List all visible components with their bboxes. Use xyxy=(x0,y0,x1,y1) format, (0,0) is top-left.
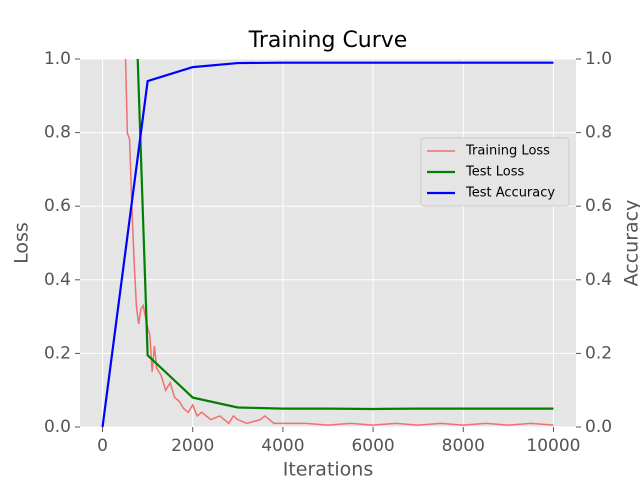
x-tick-label: 2000 xyxy=(171,436,214,456)
legend: Training Loss Test Loss Test Accuracy xyxy=(420,137,570,207)
legend-label: Test Loss xyxy=(465,165,524,180)
y2-tick-label: 0.8 xyxy=(585,123,612,143)
y-tick-label: 0.0 xyxy=(44,417,71,437)
plot-area xyxy=(80,59,576,427)
x-axis-label: Iterations xyxy=(283,459,374,480)
y-tick-label: 0.6 xyxy=(44,196,71,216)
x-tick-label: 4000 xyxy=(261,436,304,456)
x-tick-label: 6000 xyxy=(351,436,394,456)
chart-title: Training Curve xyxy=(248,28,408,53)
y-tick-label: 1.0 xyxy=(44,49,71,69)
series-line xyxy=(124,59,554,426)
y2-tick-label: 0.4 xyxy=(585,270,612,290)
legend-box xyxy=(420,137,570,207)
y2-tick-label: 0.2 xyxy=(585,343,612,363)
series-line xyxy=(101,61,554,427)
y-tick-label: 0.8 xyxy=(44,123,71,143)
legend-label: Test Accuracy xyxy=(465,186,555,201)
x-tick-label: 10000 xyxy=(526,436,580,456)
y2-tick-label: 0.0 xyxy=(585,417,612,437)
y2-tick-label: 1.0 xyxy=(585,49,612,69)
y2-axis-label: Accuracy xyxy=(621,200,640,287)
series-line xyxy=(136,59,554,411)
y-tick-label: 0.2 xyxy=(44,343,71,363)
y-tick-label: 0.4 xyxy=(44,270,71,290)
y2-tick-label: 0.6 xyxy=(585,196,612,216)
x-tick-label: 0 xyxy=(97,436,108,456)
x-tick-label: 8000 xyxy=(442,436,485,456)
y-axis-label: Loss xyxy=(11,222,33,264)
legend-label: Training Loss xyxy=(465,144,550,159)
